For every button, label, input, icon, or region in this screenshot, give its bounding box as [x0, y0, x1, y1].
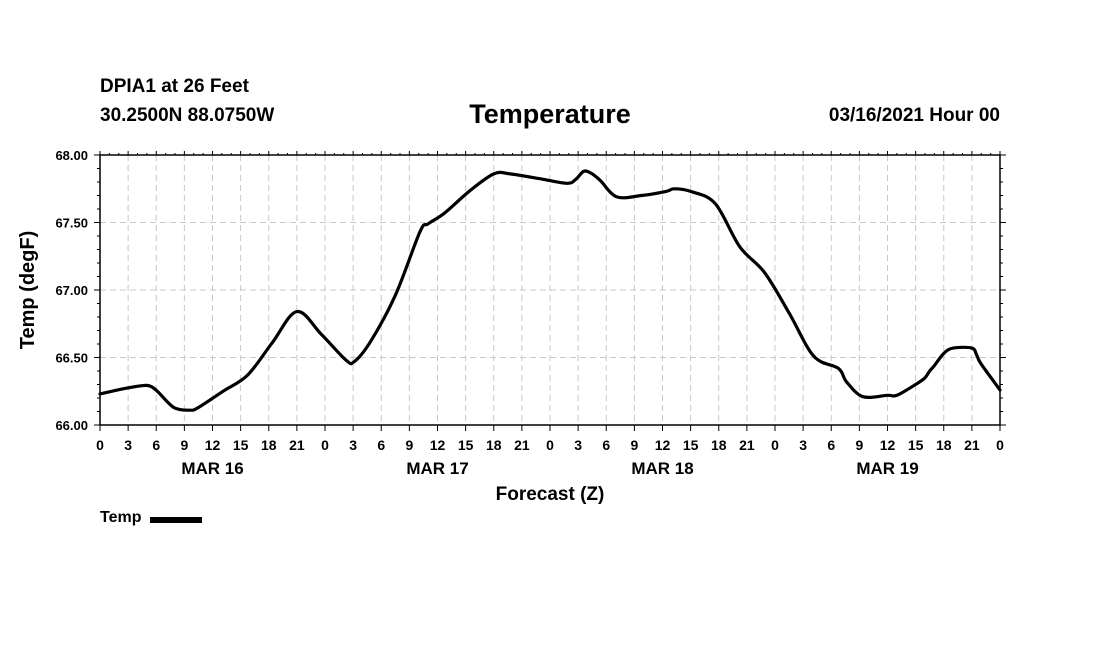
x-tick-label: 0 — [546, 437, 554, 453]
date-label: MAR 18 — [631, 459, 693, 478]
x-axis-label: Forecast (Z) — [496, 484, 605, 505]
x-tick-label: 6 — [152, 437, 160, 453]
x-tick-label: 9 — [180, 437, 188, 453]
x-tick-label: 21 — [514, 437, 530, 453]
x-tick-label: 12 — [655, 437, 671, 453]
x-tick-label: 12 — [205, 437, 221, 453]
x-tick-label: 21 — [289, 437, 305, 453]
y-tick-label: 67.00 — [55, 283, 88, 298]
y-tick-label: 66.50 — [55, 351, 88, 366]
x-tick-label: 18 — [711, 437, 727, 453]
x-tick-label: 15 — [458, 437, 474, 453]
x-tick-label: 3 — [124, 437, 132, 453]
legend-label: Temp — [100, 509, 142, 526]
y-tick-label: 66.00 — [55, 418, 88, 433]
forecast-timestamp: 03/16/2021 Hour 00 — [828, 105, 1000, 126]
x-tick-label: 12 — [880, 437, 896, 453]
x-tick-label: 18 — [261, 437, 277, 453]
y-tick-label: 67.50 — [55, 216, 88, 231]
x-tick-label: 0 — [96, 437, 104, 453]
x-tick-label: 6 — [827, 437, 835, 453]
x-tick-label: 21 — [739, 437, 755, 453]
x-tick-label: 12 — [430, 437, 446, 453]
x-tick-label: 3 — [349, 437, 357, 453]
series-line-temp — [98, 169, 1002, 412]
x-tick-label: 15 — [233, 437, 249, 453]
x-tick-label: 3 — [574, 437, 582, 453]
x-tick-label: 6 — [602, 437, 610, 453]
station-label: DPIA1 at 26 Feet — [100, 76, 249, 97]
x-tick-label: 18 — [486, 437, 502, 453]
x-tick-label: 15 — [908, 437, 924, 453]
x-tick-label: 15 — [683, 437, 699, 453]
x-tick-label: 18 — [936, 437, 952, 453]
x-tick-label: 0 — [321, 437, 329, 453]
y-tick-label: 68.00 — [55, 148, 88, 163]
x-tick-label: 9 — [630, 437, 638, 453]
date-label: MAR 17 — [406, 459, 468, 478]
x-tick-label: 21 — [964, 437, 980, 453]
x-tick-label: 3 — [799, 437, 807, 453]
y-axis-label: Temp (degF) — [17, 231, 39, 350]
legend: Temp — [100, 509, 203, 527]
legend-line-swatch — [150, 516, 203, 523]
x-tick-label: 0 — [771, 437, 779, 453]
station-coordinates: 30.2500N 88.0750W — [100, 105, 275, 126]
date-label: MAR 19 — [856, 459, 918, 478]
x-tick-label: 9 — [405, 437, 413, 453]
x-tick-label: 9 — [855, 437, 863, 453]
x-tick-label: 6 — [377, 437, 385, 453]
date-label: MAR 16 — [181, 459, 243, 478]
chart-title: Temperature — [469, 99, 631, 129]
x-tick-label: 0 — [996, 437, 1004, 453]
